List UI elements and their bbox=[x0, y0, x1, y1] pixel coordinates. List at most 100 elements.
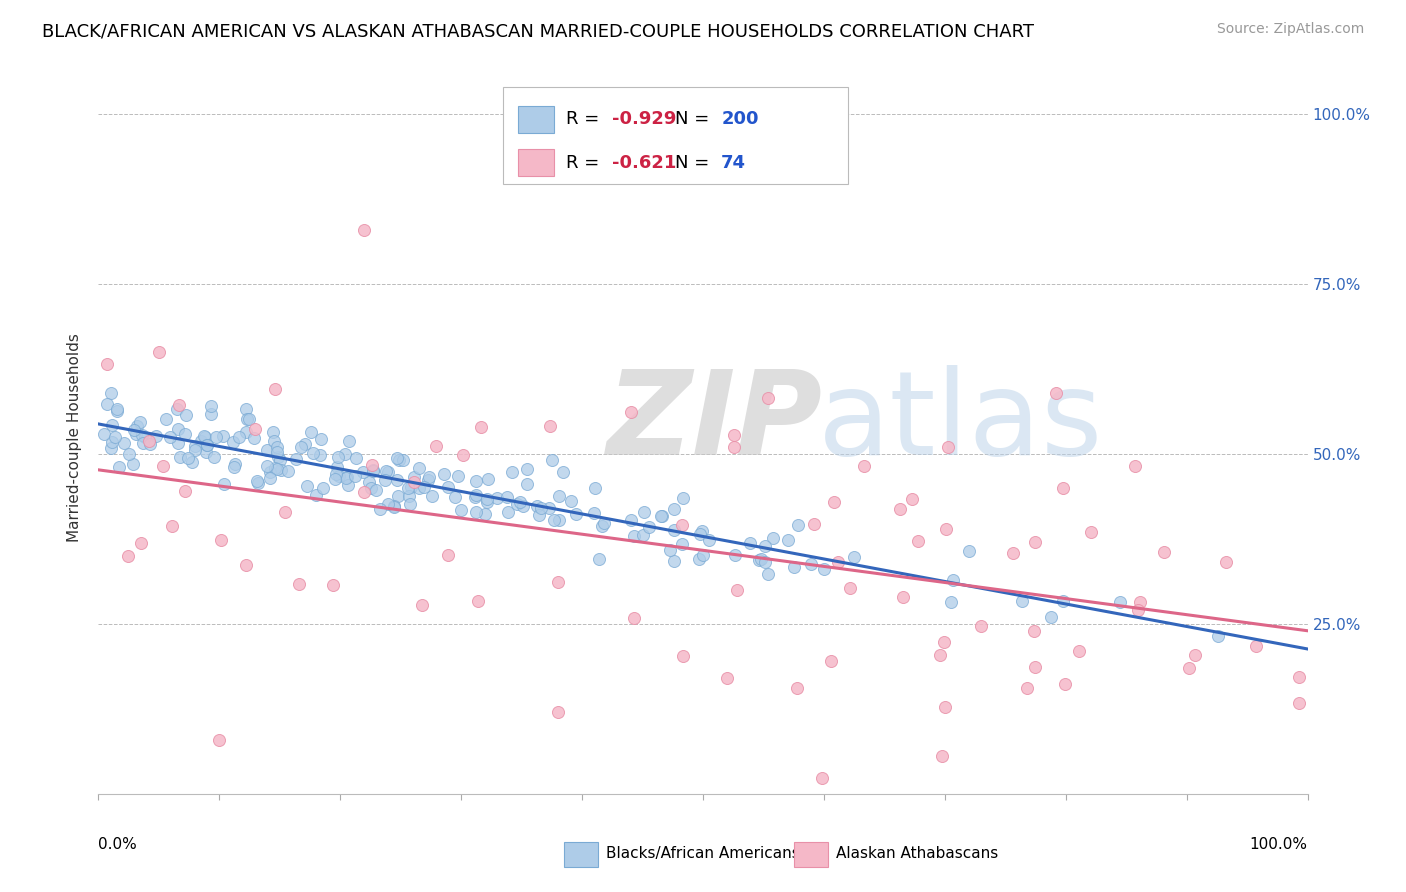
Point bbox=[688, 551, 710, 566]
FancyBboxPatch shape bbox=[793, 842, 828, 867]
Point bbox=[266, 444, 288, 458]
Point bbox=[931, 748, 953, 763]
Point bbox=[100, 441, 122, 455]
Point bbox=[939, 595, 962, 609]
Point bbox=[803, 517, 825, 532]
Point bbox=[222, 459, 245, 474]
Point bbox=[465, 475, 488, 489]
Point bbox=[662, 523, 685, 537]
Point bbox=[138, 434, 160, 449]
Point bbox=[1067, 644, 1090, 658]
Point bbox=[208, 732, 231, 747]
Point bbox=[259, 471, 281, 485]
Point bbox=[138, 437, 160, 451]
Point bbox=[246, 475, 269, 490]
Point bbox=[360, 458, 382, 473]
Point bbox=[1246, 639, 1268, 653]
Point bbox=[398, 489, 420, 503]
Point bbox=[800, 558, 823, 572]
Point bbox=[620, 513, 643, 527]
Point bbox=[337, 434, 360, 448]
Point bbox=[352, 465, 374, 479]
Point bbox=[957, 544, 980, 558]
Point bbox=[235, 425, 257, 439]
Point bbox=[662, 502, 685, 516]
Text: N =: N = bbox=[675, 153, 716, 171]
Point bbox=[538, 419, 561, 434]
Point bbox=[844, 550, 866, 565]
Point bbox=[658, 542, 681, 557]
Point bbox=[202, 450, 225, 464]
Point bbox=[162, 519, 184, 533]
Point bbox=[326, 450, 349, 464]
Point bbox=[100, 385, 122, 400]
Point bbox=[783, 560, 806, 574]
Point bbox=[302, 446, 325, 460]
Point bbox=[509, 495, 531, 509]
Text: Source: ZipAtlas.com: Source: ZipAtlas.com bbox=[1216, 22, 1364, 37]
Point bbox=[537, 500, 560, 515]
Point bbox=[650, 509, 672, 524]
Point bbox=[377, 466, 399, 480]
Point bbox=[228, 430, 250, 444]
Point bbox=[243, 422, 266, 436]
Point bbox=[263, 434, 285, 449]
Point bbox=[118, 447, 141, 461]
Point bbox=[166, 402, 188, 417]
Point bbox=[391, 453, 413, 467]
Point bbox=[526, 499, 548, 513]
Point bbox=[366, 483, 388, 498]
Point bbox=[591, 519, 613, 533]
Point bbox=[411, 598, 433, 612]
Point bbox=[1052, 594, 1074, 608]
Point bbox=[416, 473, 439, 487]
Point bbox=[96, 397, 118, 411]
Point bbox=[1153, 545, 1175, 559]
Point bbox=[131, 427, 153, 442]
Point bbox=[200, 399, 222, 413]
Point bbox=[274, 505, 297, 519]
Point bbox=[122, 423, 145, 437]
Text: ZIP: ZIP bbox=[606, 366, 823, 480]
Point bbox=[853, 458, 876, 473]
Point bbox=[548, 489, 571, 503]
Point bbox=[1178, 660, 1201, 674]
Text: atlas: atlas bbox=[818, 366, 1104, 480]
Point bbox=[623, 611, 645, 625]
Point bbox=[382, 500, 405, 514]
Point bbox=[689, 527, 711, 541]
Point bbox=[134, 430, 156, 444]
FancyBboxPatch shape bbox=[517, 149, 554, 176]
Point bbox=[1129, 595, 1152, 609]
Point bbox=[547, 706, 569, 720]
Text: 200: 200 bbox=[721, 111, 759, 128]
Text: 0.0%: 0.0% bbox=[98, 837, 138, 852]
Point bbox=[193, 429, 215, 443]
Text: R =: R = bbox=[567, 153, 606, 171]
Point bbox=[353, 485, 375, 500]
Point bbox=[112, 435, 135, 450]
Point bbox=[246, 474, 269, 488]
Point bbox=[309, 449, 332, 463]
Point bbox=[1288, 696, 1310, 710]
Point bbox=[467, 594, 489, 608]
Point bbox=[301, 425, 323, 440]
Point bbox=[377, 498, 399, 512]
Point bbox=[100, 418, 122, 433]
Point bbox=[387, 489, 409, 503]
Point bbox=[204, 430, 226, 444]
Text: Alaskan Athabascans: Alaskan Athabascans bbox=[837, 847, 998, 862]
Point bbox=[326, 459, 349, 474]
Point bbox=[336, 470, 359, 484]
Point bbox=[1184, 648, 1206, 662]
Point bbox=[527, 508, 550, 523]
Point bbox=[382, 500, 405, 514]
Point bbox=[235, 401, 257, 416]
Point bbox=[754, 539, 776, 553]
Point bbox=[496, 505, 519, 519]
Point bbox=[811, 771, 834, 785]
Point bbox=[936, 440, 959, 454]
Point bbox=[184, 438, 207, 452]
Point bbox=[889, 502, 911, 516]
Point bbox=[560, 494, 582, 508]
